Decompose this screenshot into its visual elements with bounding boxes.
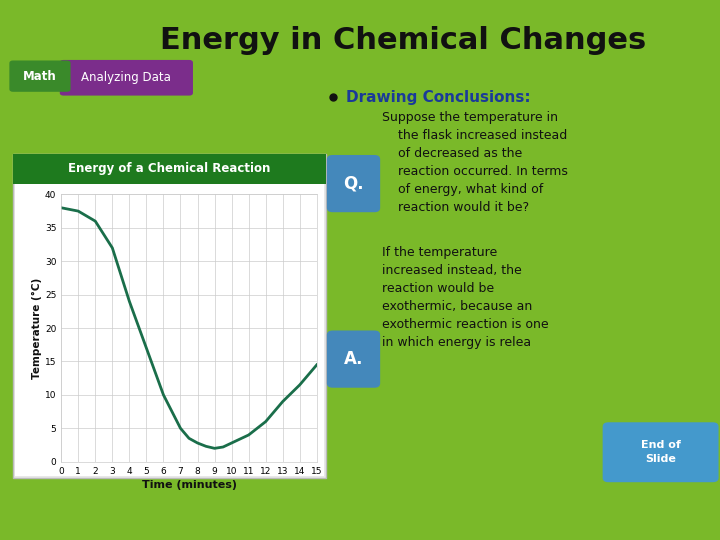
Text: Suppose the temperature in
    the flask increased instead
    of decreased as t: Suppose the temperature in the flask inc… [382, 111, 567, 214]
Text: A.: A. [343, 350, 364, 368]
Text: Math: Math [23, 70, 56, 83]
X-axis label: Time (minutes): Time (minutes) [142, 480, 236, 490]
Text: End of
Slide: End of Slide [641, 441, 681, 463]
FancyBboxPatch shape [327, 330, 380, 388]
FancyBboxPatch shape [327, 155, 380, 212]
FancyBboxPatch shape [603, 422, 719, 482]
Y-axis label: Temperature (°C): Temperature (°C) [32, 278, 42, 379]
Text: Analyzing Data: Analyzing Data [81, 71, 171, 84]
Text: Energy in Chemical Changes: Energy in Chemical Changes [160, 26, 647, 55]
Text: Q.: Q. [343, 174, 364, 193]
Text: Energy of a Chemical Reaction: Energy of a Chemical Reaction [68, 162, 271, 176]
FancyBboxPatch shape [60, 60, 193, 96]
FancyBboxPatch shape [9, 60, 71, 92]
FancyBboxPatch shape [15, 184, 324, 476]
Text: Drawing Conclusions:: Drawing Conclusions: [346, 90, 530, 105]
FancyBboxPatch shape [13, 154, 326, 478]
FancyBboxPatch shape [13, 154, 326, 184]
Text: If the temperature
increased instead, the
reaction would be
exothermic, because : If the temperature increased instead, th… [382, 246, 548, 349]
